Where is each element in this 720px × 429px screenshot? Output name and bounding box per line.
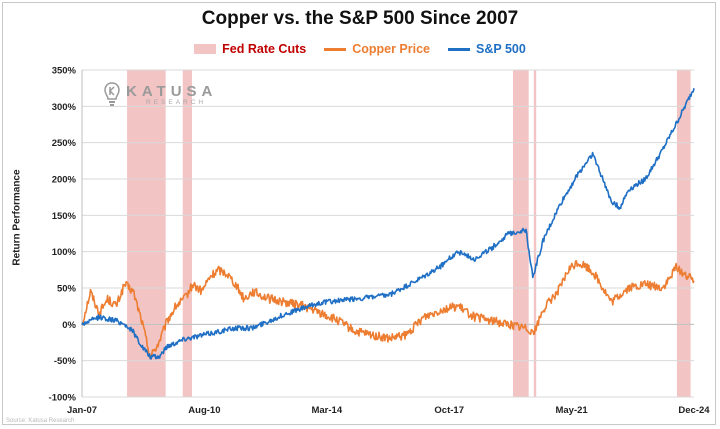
chart-frame (2, 2, 716, 425)
x-tick-label-0: Jan-07 (67, 405, 97, 416)
logo-subtitle: RESEARCH (146, 99, 207, 106)
fed-rate-cut-band-1 (182, 70, 192, 397)
y-tick-label-3: 200% (52, 175, 77, 186)
series-line-copper (81, 260, 695, 360)
katusa-logo: KATUSA RESEARCH (104, 82, 217, 108)
fed-rate-cut-band-2 (512, 70, 529, 397)
fed-rate-cut-band-4 (676, 70, 691, 397)
y-tick-label-6: 50% (57, 284, 77, 295)
x-tick-label-5: Dec-24 (678, 405, 710, 416)
legend-item-sp500[interactable]: S&P 500 (448, 42, 526, 56)
legend-label-sp500: S&P 500 (476, 42, 526, 56)
legend-swatch-fed-rate-cuts (194, 44, 217, 54)
fed-rate-cut-band-3 (533, 70, 537, 397)
legend-item-copper[interactable]: Copper Price (324, 42, 430, 56)
chart-legend: Fed Rate Cuts Copper Price S&P 500 (0, 42, 720, 56)
y-tick-label-8: -50% (54, 356, 77, 367)
legend-label-copper: Copper Price (352, 42, 431, 56)
logo-name: KATUSA (126, 83, 218, 100)
fed-rate-cut-band-0 (127, 70, 166, 397)
source-note: Source: Katusa Research (6, 418, 75, 424)
y-tick-label-9: -100% (49, 393, 77, 404)
y-tick-label-4: 150% (52, 211, 77, 222)
x-tick-label-1: Aug-10 (188, 405, 220, 416)
x-tick-label-4: May-21 (555, 405, 588, 416)
y-tick-label-0: 350% (52, 66, 77, 77)
legend-item-fed-rate-cuts[interactable]: Fed Rate Cuts (194, 42, 306, 56)
x-tick-label-2: Mar-14 (311, 405, 342, 416)
series-line-sp500 (81, 88, 695, 360)
legend-swatch-copper (324, 47, 347, 51)
legend-swatch-sp500 (448, 47, 471, 51)
y-tick-label-2: 250% (52, 138, 77, 149)
y-tick-label-7: 0% (62, 320, 76, 331)
y-tick-label-1: 300% (52, 102, 77, 113)
chart-title: Copper vs. the S&P 500 Since 2007 (201, 8, 519, 29)
x-tick-label-3: Oct-17 (434, 405, 464, 416)
legend-label-fed-rate-cuts: Fed Rate Cuts (222, 42, 307, 56)
lightbulb-k-icon (104, 82, 120, 106)
y-tick-label-5: 100% (52, 247, 77, 258)
